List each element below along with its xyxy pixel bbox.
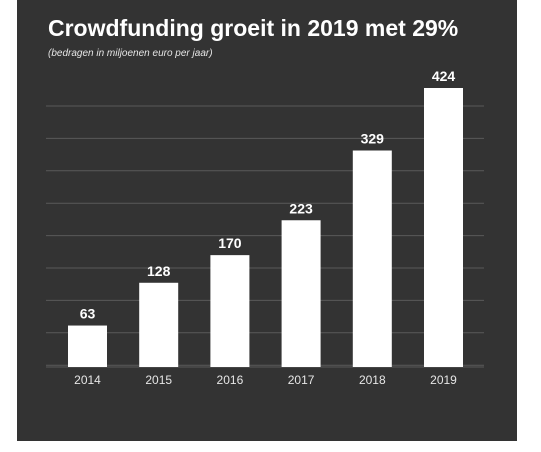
bar-2016 [210, 255, 250, 367]
x-tick-label-2014: 2014 [74, 373, 101, 387]
data-label-2019: 424 [432, 68, 456, 84]
data-label-2017: 223 [289, 200, 313, 216]
x-tick-label-2015: 2015 [145, 373, 172, 387]
chart-subtitle: (bedragen in miljoenen euro per jaar) [48, 48, 213, 59]
data-label-2014: 63 [80, 306, 96, 322]
bar-2014 [68, 325, 107, 367]
labels: 63 2014 128 2015 170 2016 223 2017 329 2018 424 201… [74, 68, 457, 387]
bars [68, 88, 463, 367]
bar-2018 [352, 150, 392, 367]
x-tick-label-2019: 2019 [430, 373, 457, 387]
x-tick-label-2018: 2018 [359, 373, 386, 387]
bar-2017 [281, 220, 321, 367]
gridlines [46, 105, 484, 368]
x-tick-label-2016: 2016 [217, 373, 244, 387]
bar-2015 [139, 282, 179, 367]
data-label-2015: 128 [147, 263, 171, 279]
data-label-2016: 170 [218, 235, 242, 251]
bar-2019 [424, 88, 463, 367]
chart-title: Crowdfunding groeit in 2019 met 29% [48, 15, 459, 41]
data-label-2018: 329 [361, 131, 385, 147]
x-tick-label-2017: 2017 [288, 373, 315, 387]
